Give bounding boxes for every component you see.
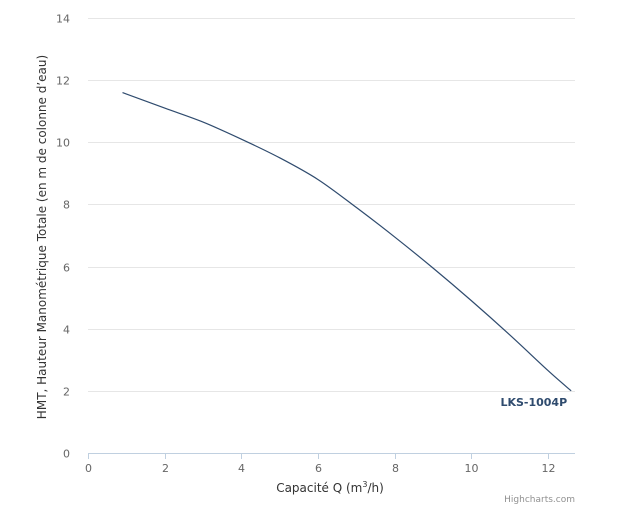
y-tick-label-10: 10 [56, 137, 70, 150]
y-tick-label-4: 4 [63, 324, 70, 337]
y-axis-ticks: 0 2 4 6 8 10 12 14 [56, 13, 70, 461]
y-tick-label-12: 12 [56, 75, 70, 88]
y-tick-label-6: 6 [63, 262, 70, 275]
x-tick-label-12: 12 [542, 462, 556, 475]
gridlines [88, 18, 575, 392]
x-axis-title-superscript: 3 [362, 480, 367, 489]
y-tick-label-2: 2 [63, 386, 70, 399]
x-axis-title: Capacité Q (m3/h) [276, 480, 384, 495]
x-tick-label-0: 0 [85, 462, 92, 475]
y-axis-title: HMT, Hauteur Manométrique Totale (en m d… [35, 55, 49, 419]
x-tick-label-10: 10 [465, 462, 479, 475]
x-tick-label-2: 2 [162, 462, 169, 475]
x-axis-title-suffix: /h) [367, 481, 383, 495]
y-tick-label-8: 8 [63, 199, 70, 212]
y-tick-label-0: 0 [63, 448, 70, 461]
x-tick-label-4: 4 [238, 462, 245, 475]
series-line-0[interactable] [122, 92, 572, 392]
x-axis-title-prefix: Capacité Q (m [276, 481, 362, 495]
x-tick-label-8: 8 [392, 462, 399, 475]
credits-link[interactable]: Highcharts.com [504, 495, 575, 505]
x-tick-label-6: 6 [315, 462, 322, 475]
x-axis-ticks: 0 2 4 6 8 10 12 [85, 453, 556, 475]
series-group: LKS-1004P [122, 92, 572, 409]
y-tick-label-14: 14 [56, 13, 70, 26]
series-label-0: LKS-1004P [500, 396, 567, 409]
